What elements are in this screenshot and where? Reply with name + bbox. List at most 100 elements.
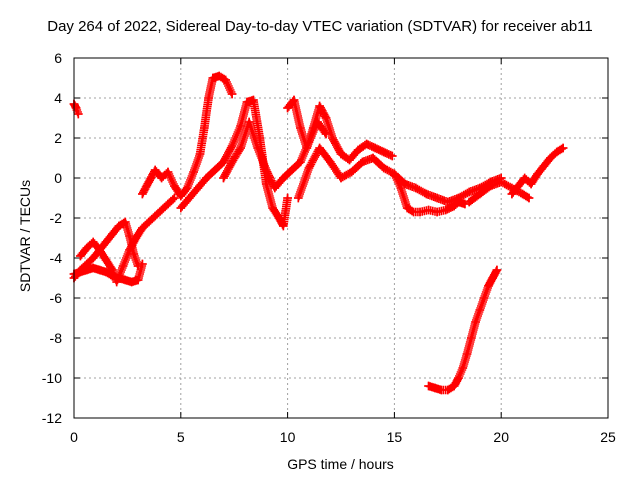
data-point — [219, 173, 228, 183]
x-tick-label: 20 — [493, 429, 509, 445]
series-12 — [464, 177, 534, 207]
data-point — [358, 157, 367, 167]
data-point — [387, 151, 397, 161]
data-point — [227, 141, 237, 151]
data-point — [449, 201, 459, 211]
y-tick-label: -6 — [50, 290, 63, 306]
data-point — [163, 167, 173, 177]
data-point — [539, 161, 549, 171]
data-point — [244, 117, 254, 127]
data-point — [336, 149, 346, 159]
series-13 — [507, 143, 568, 199]
data-point — [558, 143, 568, 153]
data-point — [242, 97, 252, 107]
data-point — [150, 211, 160, 221]
y-tick-label: -12 — [42, 410, 62, 426]
data-point — [492, 265, 502, 275]
data-point — [411, 183, 421, 193]
data-point — [432, 193, 442, 203]
data-point — [88, 237, 98, 247]
data-point — [513, 181, 523, 191]
data-point — [390, 169, 399, 179]
data-point — [287, 165, 297, 175]
data-point — [221, 75, 230, 85]
data-point — [210, 165, 220, 175]
data-point — [379, 163, 389, 173]
data-point — [546, 153, 555, 163]
data-point — [261, 165, 271, 175]
y-tick-label: -4 — [50, 250, 63, 266]
data-point — [336, 173, 346, 183]
data-point — [289, 95, 299, 105]
data-point — [533, 169, 542, 179]
data-point — [293, 193, 303, 203]
data-point — [82, 259, 92, 269]
data-point — [486, 181, 495, 191]
data-point — [441, 205, 450, 215]
data-point — [138, 223, 147, 233]
data-point — [73, 109, 83, 119]
series-4 — [76, 193, 179, 287]
data-point — [189, 167, 198, 177]
data-point — [475, 189, 485, 199]
series-8 — [283, 95, 397, 165]
data-point — [443, 385, 453, 395]
series-1 — [69, 99, 83, 119]
series-10 — [390, 169, 470, 217]
data-point — [144, 217, 154, 227]
data-point — [101, 267, 111, 277]
x-tick-label: 10 — [280, 429, 296, 445]
x-tick-label: 5 — [177, 429, 185, 445]
data-point — [454, 197, 463, 207]
data-point — [454, 373, 463, 383]
tick-layer: 0 5 10 15 20 25 -12 -10 -8 -6 -4 -2 0 2 4 6 — [42, 50, 616, 445]
x-tick-label: 25 — [600, 429, 616, 445]
data-point — [432, 207, 442, 217]
data-point — [76, 265, 85, 275]
data-point — [479, 293, 489, 303]
data-point — [157, 205, 166, 215]
data-point — [526, 179, 536, 189]
series-layer — [69, 71, 568, 395]
data-point — [253, 143, 262, 153]
data-point — [125, 231, 134, 241]
x-tick-label: 0 — [70, 429, 78, 445]
data-point — [157, 173, 166, 183]
data-point — [270, 183, 280, 193]
data-point — [458, 363, 468, 373]
data-point — [170, 193, 179, 203]
data-point — [236, 143, 245, 153]
data-point — [227, 89, 237, 99]
data-point — [227, 157, 237, 167]
y-tick-label: -8 — [50, 330, 63, 346]
series-11 — [424, 265, 502, 395]
data-point — [464, 197, 474, 207]
data-point — [108, 229, 117, 239]
data-point — [125, 245, 134, 255]
data-point — [95, 245, 104, 255]
data-point — [120, 275, 130, 285]
data-point — [127, 277, 136, 287]
data-point — [185, 193, 194, 203]
data-point — [195, 149, 205, 159]
data-point — [236, 121, 245, 131]
data-point — [471, 317, 480, 327]
plot-frame — [73, 57, 609, 419]
grid-layer — [74, 58, 608, 418]
data-point — [552, 147, 562, 157]
data-point — [308, 123, 318, 133]
data-point — [283, 103, 292, 113]
data-point — [82, 243, 92, 253]
data-point — [182, 183, 192, 193]
data-point — [176, 203, 186, 213]
series-3 — [69, 217, 143, 283]
data-point — [464, 187, 474, 197]
y-tick-label: 6 — [54, 50, 62, 66]
data-point — [296, 123, 305, 133]
series-5 — [138, 71, 237, 201]
data-point — [261, 179, 271, 189]
data-point — [315, 101, 324, 111]
data-point — [176, 191, 186, 201]
data-point — [422, 189, 431, 199]
